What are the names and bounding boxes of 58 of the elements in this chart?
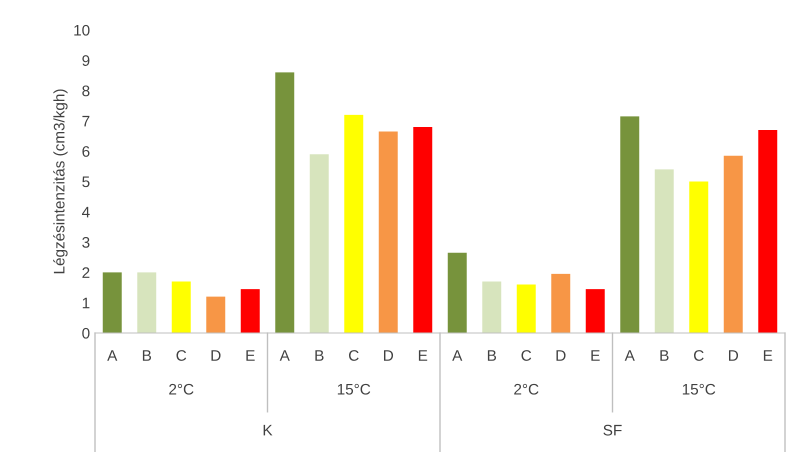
bar: [378, 132, 398, 333]
bar: [310, 154, 329, 333]
x-tick-label: A: [452, 350, 462, 361]
x-tick-label: B: [142, 350, 152, 361]
x-tick-label: C: [694, 350, 704, 361]
x-tick-label: E: [764, 350, 772, 361]
y-tick-label: 1: [82, 298, 90, 308]
x-tick-label: C: [522, 350, 532, 361]
x-tick-label: E: [591, 350, 600, 361]
y-tick-label: 10: [74, 24, 90, 36]
bar: [275, 72, 294, 333]
text: SF: [603, 424, 622, 436]
text: 15°C: [338, 384, 370, 395]
x-tick-label: D: [556, 350, 566, 361]
bar: [758, 130, 778, 333]
x-tick-label: B: [315, 350, 324, 361]
bar: [482, 281, 502, 333]
x-tick-label: B: [488, 350, 496, 361]
x-tick-label: B: [660, 350, 669, 361]
x-tick-label: A: [107, 350, 118, 361]
y-tick-label: 2: [82, 267, 90, 278]
bar: [586, 289, 605, 333]
bar: [172, 281, 191, 333]
bar: [551, 274, 570, 333]
bar: [689, 182, 708, 333]
bar: [448, 252, 467, 333]
y-axis-title: Légzésintenzitás (cm3/kgh): [53, 89, 68, 274]
x-tick-label: A: [280, 350, 290, 361]
x-tick-label: E: [246, 350, 255, 361]
bar: [240, 289, 260, 333]
x-tick-label: E: [418, 350, 428, 361]
x-tick-label: D: [384, 350, 394, 361]
y-tick-label: 7: [82, 116, 90, 126]
text: K: [264, 424, 272, 436]
y-tick-label: 6: [82, 146, 90, 157]
x-tick-label: D: [728, 350, 738, 361]
bar: [413, 126, 432, 333]
y-tick-label: 9: [82, 55, 90, 66]
bar: [724, 156, 743, 333]
x-tick-label: A: [624, 350, 635, 361]
x-tick-label: C: [349, 350, 359, 361]
bar: [344, 114, 364, 333]
y-tick-label: 0: [82, 328, 90, 339]
x-tick-label: C: [176, 350, 186, 361]
text: 2°C: [169, 384, 194, 395]
y-tick-label: 4: [82, 206, 90, 218]
y-tick-label: 3: [82, 236, 90, 248]
text: 2°C: [514, 384, 538, 395]
bar: [620, 116, 640, 333]
bar: [516, 284, 536, 333]
x-tick-label: D: [211, 350, 221, 361]
text: 15°C: [682, 384, 716, 395]
bar: [137, 272, 156, 333]
y-tick-label: 8: [82, 85, 90, 96]
bar: [102, 272, 122, 333]
y-tick-label: 5: [82, 176, 90, 188]
bar: [654, 169, 674, 333]
bar: [206, 296, 226, 333]
